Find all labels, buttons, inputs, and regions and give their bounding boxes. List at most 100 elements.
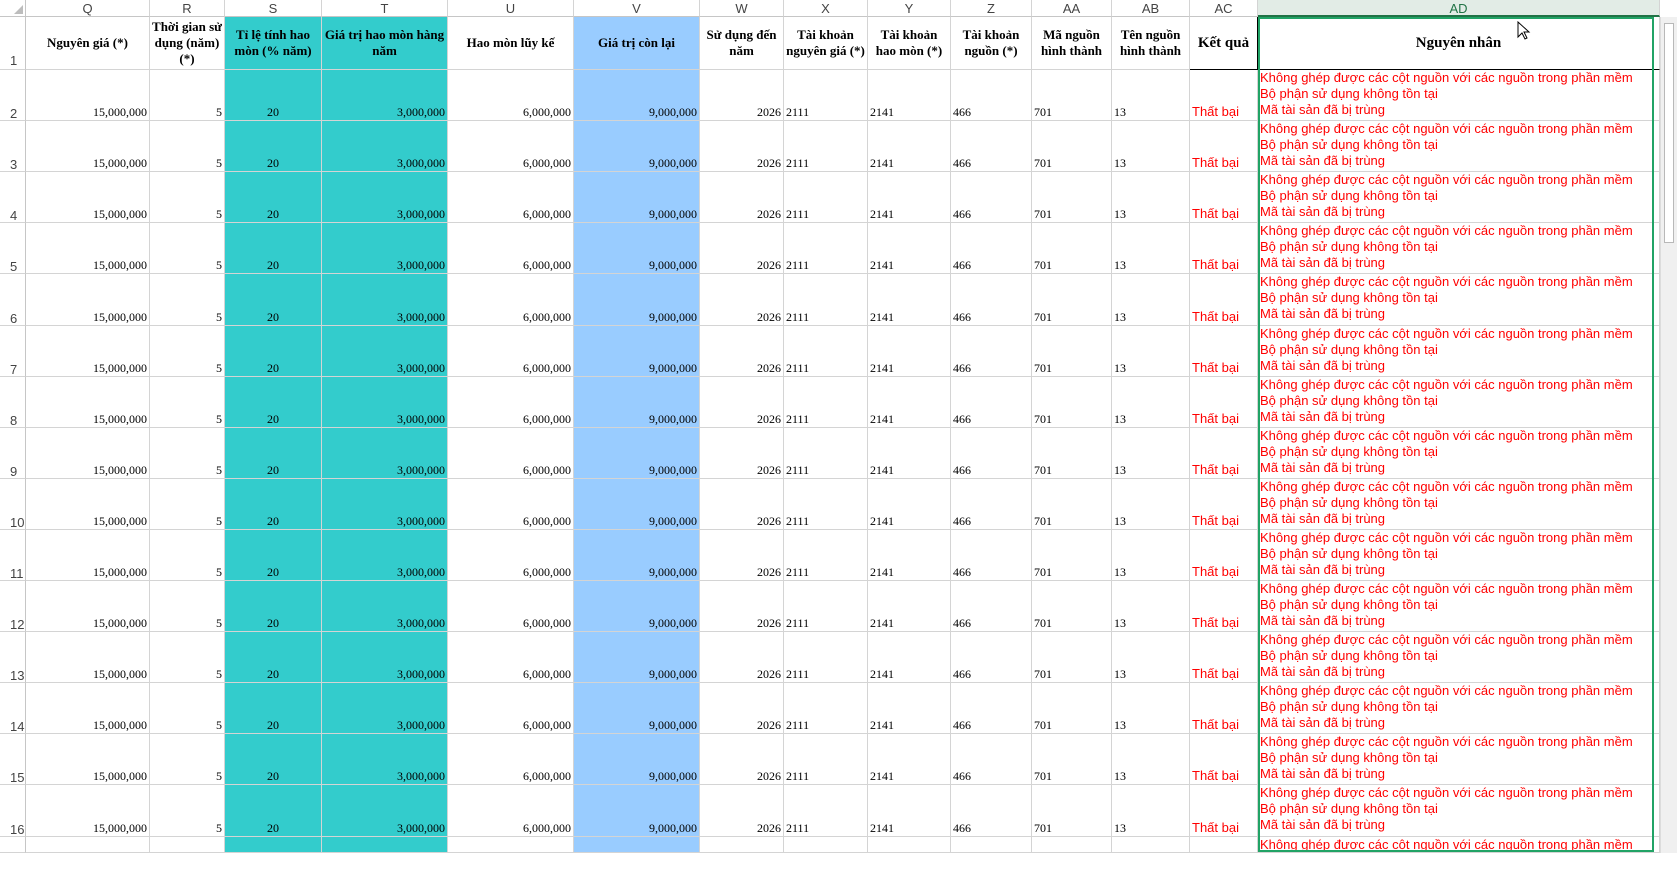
column-header-aa[interactable]: AA <box>1032 0 1112 17</box>
reason-cell[interactable]: Không ghép được các cột nguồn với các ng… <box>1258 683 1660 734</box>
table-cell[interactable]: 2026 <box>700 70 784 121</box>
table-cell[interactable]: 466 <box>951 632 1032 683</box>
table-cell[interactable]: 701 <box>1032 479 1112 530</box>
table-cell[interactable]: 2111 <box>784 172 868 223</box>
table-cell[interactable]: 3,000,000 <box>322 734 448 785</box>
table-cell[interactable]: 701 <box>1032 785 1112 837</box>
table-cell[interactable]: 2111 <box>784 530 868 581</box>
result-cell[interactable]: Thất bại <box>1190 530 1258 581</box>
table-cell[interactable]: 2026 <box>700 377 784 428</box>
table-cell[interactable]: 13 <box>1112 428 1190 479</box>
table-cell[interactable] <box>26 837 150 853</box>
column-header-v[interactable]: V <box>574 0 700 17</box>
table-cell[interactable]: 701 <box>1032 70 1112 121</box>
table-cell[interactable]: 13 <box>1112 683 1190 734</box>
column-header-w[interactable]: W <box>700 0 784 17</box>
column-header-r[interactable]: R <box>150 0 225 17</box>
table-cell[interactable]: 2026 <box>700 121 784 172</box>
table-cell[interactable]: 2026 <box>700 734 784 785</box>
reason-cell[interactable]: Không ghép được các cột nguồn với các ng… <box>1258 428 1660 479</box>
header-cell-aa[interactable]: Mã nguồn hình thành <box>1032 17 1112 70</box>
select-all-corner[interactable] <box>0 0 26 17</box>
table-cell[interactable]: 3,000,000 <box>322 223 448 274</box>
table-cell[interactable] <box>448 837 574 853</box>
table-cell[interactable]: 13 <box>1112 223 1190 274</box>
table-cell[interactable]: 5 <box>150 70 225 121</box>
table-cell[interactable]: 13 <box>1112 785 1190 837</box>
row-header[interactable]: 9 <box>0 428 26 479</box>
table-cell[interactable]: 2026 <box>700 172 784 223</box>
table-cell[interactable]: 15,000,000 <box>26 530 150 581</box>
table-cell[interactable]: 2111 <box>784 428 868 479</box>
table-cell[interactable]: 466 <box>951 223 1032 274</box>
table-cell[interactable]: 13 <box>1112 632 1190 683</box>
column-header-s[interactable]: S <box>225 0 322 17</box>
row-header[interactable]: 14 <box>0 683 26 734</box>
reason-cell[interactable]: Không ghép được các cột nguồn với các ng… <box>1258 837 1660 853</box>
reason-cell[interactable]: Không ghép được các cột nguồn với các ng… <box>1258 377 1660 428</box>
result-cell[interactable]: Thất bại <box>1190 785 1258 837</box>
table-cell[interactable]: 6,000,000 <box>448 785 574 837</box>
table-cell[interactable] <box>1112 837 1190 853</box>
vertical-scrollbar[interactable] <box>1660 17 1677 853</box>
table-cell[interactable] <box>574 837 700 853</box>
table-cell[interactable]: 13 <box>1112 581 1190 632</box>
result-cell[interactable]: Thất bại <box>1190 734 1258 785</box>
column-header-u[interactable]: U <box>448 0 574 17</box>
table-cell[interactable]: 2141 <box>868 785 951 837</box>
table-cell[interactable]: 2141 <box>868 530 951 581</box>
table-cell[interactable]: 15,000,000 <box>26 734 150 785</box>
table-cell[interactable]: 2026 <box>700 428 784 479</box>
table-cell[interactable]: 5 <box>150 632 225 683</box>
table-cell[interactable]: 3,000,000 <box>322 785 448 837</box>
table-cell[interactable]: 701 <box>1032 734 1112 785</box>
reason-cell[interactable]: Không ghép được các cột nguồn với các ng… <box>1258 785 1660 837</box>
reason-cell[interactable]: Không ghép được các cột nguồn với các ng… <box>1258 70 1660 121</box>
row-header[interactable]: 4 <box>0 172 26 223</box>
scroll-thumb[interactable] <box>1664 23 1674 243</box>
table-cell[interactable] <box>322 837 448 853</box>
table-cell[interactable]: 701 <box>1032 428 1112 479</box>
table-cell[interactable]: 2141 <box>868 326 951 377</box>
table-cell[interactable]: 2111 <box>784 785 868 837</box>
header-cell-u[interactable]: Hao mòn lũy kế <box>448 17 574 70</box>
table-cell[interactable]: 15,000,000 <box>26 274 150 326</box>
table-cell[interactable] <box>1032 837 1112 853</box>
table-cell[interactable]: 466 <box>951 121 1032 172</box>
table-cell[interactable]: 20 <box>225 683 322 734</box>
table-cell[interactable]: 9,000,000 <box>574 70 700 121</box>
table-cell[interactable]: 2026 <box>700 326 784 377</box>
column-header-q[interactable]: Q <box>26 0 150 17</box>
table-cell[interactable]: 6,000,000 <box>448 479 574 530</box>
table-cell[interactable]: 20 <box>225 632 322 683</box>
table-cell[interactable] <box>700 837 784 853</box>
table-cell[interactable]: 3,000,000 <box>322 377 448 428</box>
column-header-y[interactable]: Y <box>868 0 951 17</box>
table-cell[interactable]: 20 <box>225 785 322 837</box>
table-cell[interactable]: 15,000,000 <box>26 632 150 683</box>
table-cell[interactable]: 2111 <box>784 223 868 274</box>
table-cell[interactable] <box>951 837 1032 853</box>
header-cell-s[interactable]: Tỉ lệ tính hao mòn (% năm) <box>225 17 322 70</box>
table-cell[interactable]: 466 <box>951 581 1032 632</box>
table-cell[interactable]: 466 <box>951 428 1032 479</box>
table-cell[interactable]: 9,000,000 <box>574 479 700 530</box>
header-cell-ad[interactable]: Nguyên nhân <box>1258 17 1660 70</box>
table-cell[interactable]: 9,000,000 <box>574 223 700 274</box>
row-header[interactable]: 10 <box>0 479 26 530</box>
table-cell[interactable]: 2111 <box>784 632 868 683</box>
row-header[interactable]: 16 <box>0 785 26 837</box>
result-cell[interactable]: Thất bại <box>1190 428 1258 479</box>
table-cell[interactable]: 13 <box>1112 530 1190 581</box>
table-cell[interactable]: 15,000,000 <box>26 121 150 172</box>
reason-cell[interactable]: Không ghép được các cột nguồn với các ng… <box>1258 734 1660 785</box>
column-header-t[interactable]: T <box>322 0 448 17</box>
table-cell[interactable]: 9,000,000 <box>574 632 700 683</box>
table-cell[interactable]: 9,000,000 <box>574 581 700 632</box>
row-header[interactable]: 5 <box>0 223 26 274</box>
table-cell[interactable]: 20 <box>225 530 322 581</box>
row-header[interactable]: 3 <box>0 121 26 172</box>
table-cell[interactable]: 9,000,000 <box>574 785 700 837</box>
table-cell[interactable]: 3,000,000 <box>322 70 448 121</box>
reason-cell[interactable]: Không ghép được các cột nguồn với các ng… <box>1258 581 1660 632</box>
